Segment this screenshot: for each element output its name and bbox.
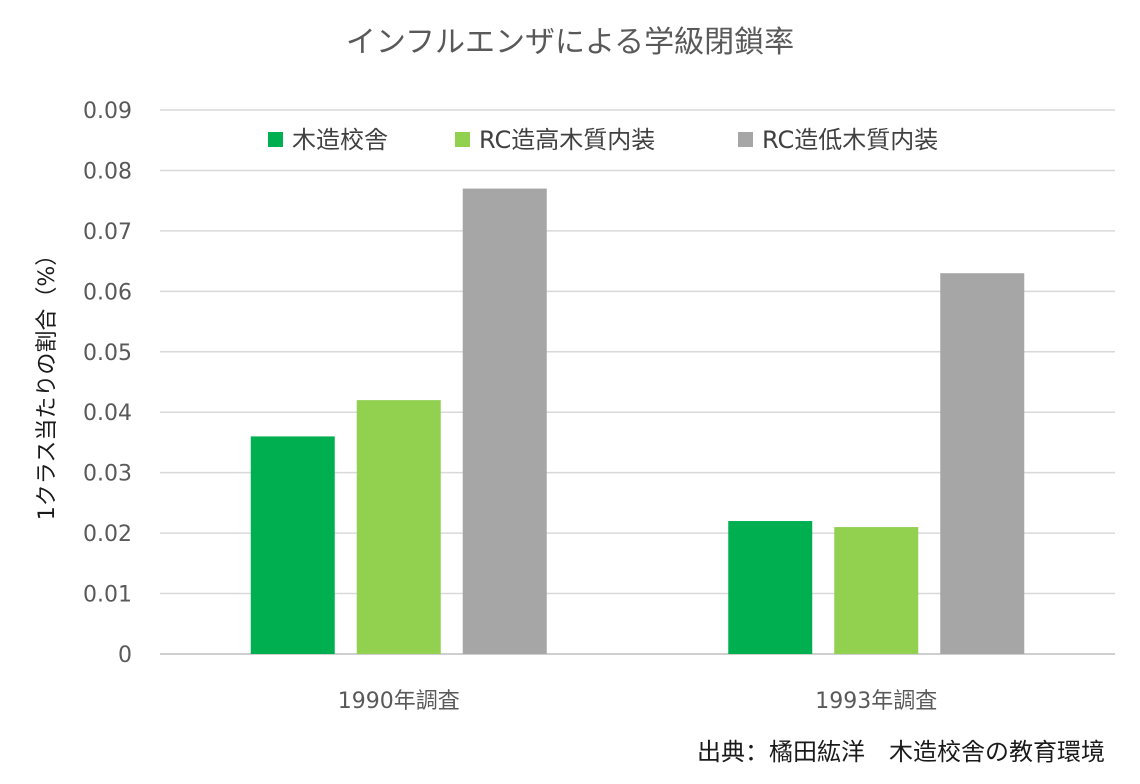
legend-label: RC造低木質内装	[762, 126, 938, 154]
x-category-label: 1993年調査	[815, 689, 937, 714]
y-tick-label: 0.09	[83, 99, 132, 124]
bar	[728, 521, 813, 654]
y-tick-label: 0.06	[83, 280, 132, 305]
bar	[356, 400, 441, 654]
y-tick-label: 0.07	[83, 220, 132, 245]
y-tick-label: 0.08	[83, 159, 132, 184]
legend-label: 木造校舎	[292, 126, 388, 154]
bar	[834, 527, 919, 654]
y-tick-label: 0.05	[83, 341, 132, 366]
source-note: 出典：橘田紘洋 木造校舎の教育環境	[697, 738, 1105, 766]
x-category-label: 1990年調査	[338, 689, 460, 714]
legend-swatch	[455, 132, 470, 147]
y-axis-label: 1クラス当たりの割合（%）	[35, 244, 60, 520]
x-axis-categories: 1990年調査 1993年調査	[338, 689, 938, 714]
bar	[250, 436, 335, 654]
legend: 木造校舎 RC造高木質内装 RC造低木質内装	[268, 126, 938, 154]
legend-swatch	[738, 132, 753, 147]
legend-label: RC造高木質内装	[479, 126, 655, 154]
y-tick-label: 0.01	[83, 583, 132, 608]
y-tick-label: 0.02	[83, 522, 132, 547]
legend-swatch	[268, 132, 283, 147]
bar	[940, 273, 1025, 654]
y-tick-label: 0	[118, 643, 132, 668]
y-tick-label: 0.04	[83, 401, 132, 426]
chart-title: インフルエンザによる学級閉鎖率	[346, 25, 794, 60]
bars	[250, 188, 1025, 655]
bar	[462, 188, 547, 655]
y-tick-label: 0.03	[83, 462, 132, 487]
y-axis-ticks: 0 0.01 0.02 0.03 0.04 0.05 0.06 0.07 0.08 0.09	[83, 99, 132, 668]
